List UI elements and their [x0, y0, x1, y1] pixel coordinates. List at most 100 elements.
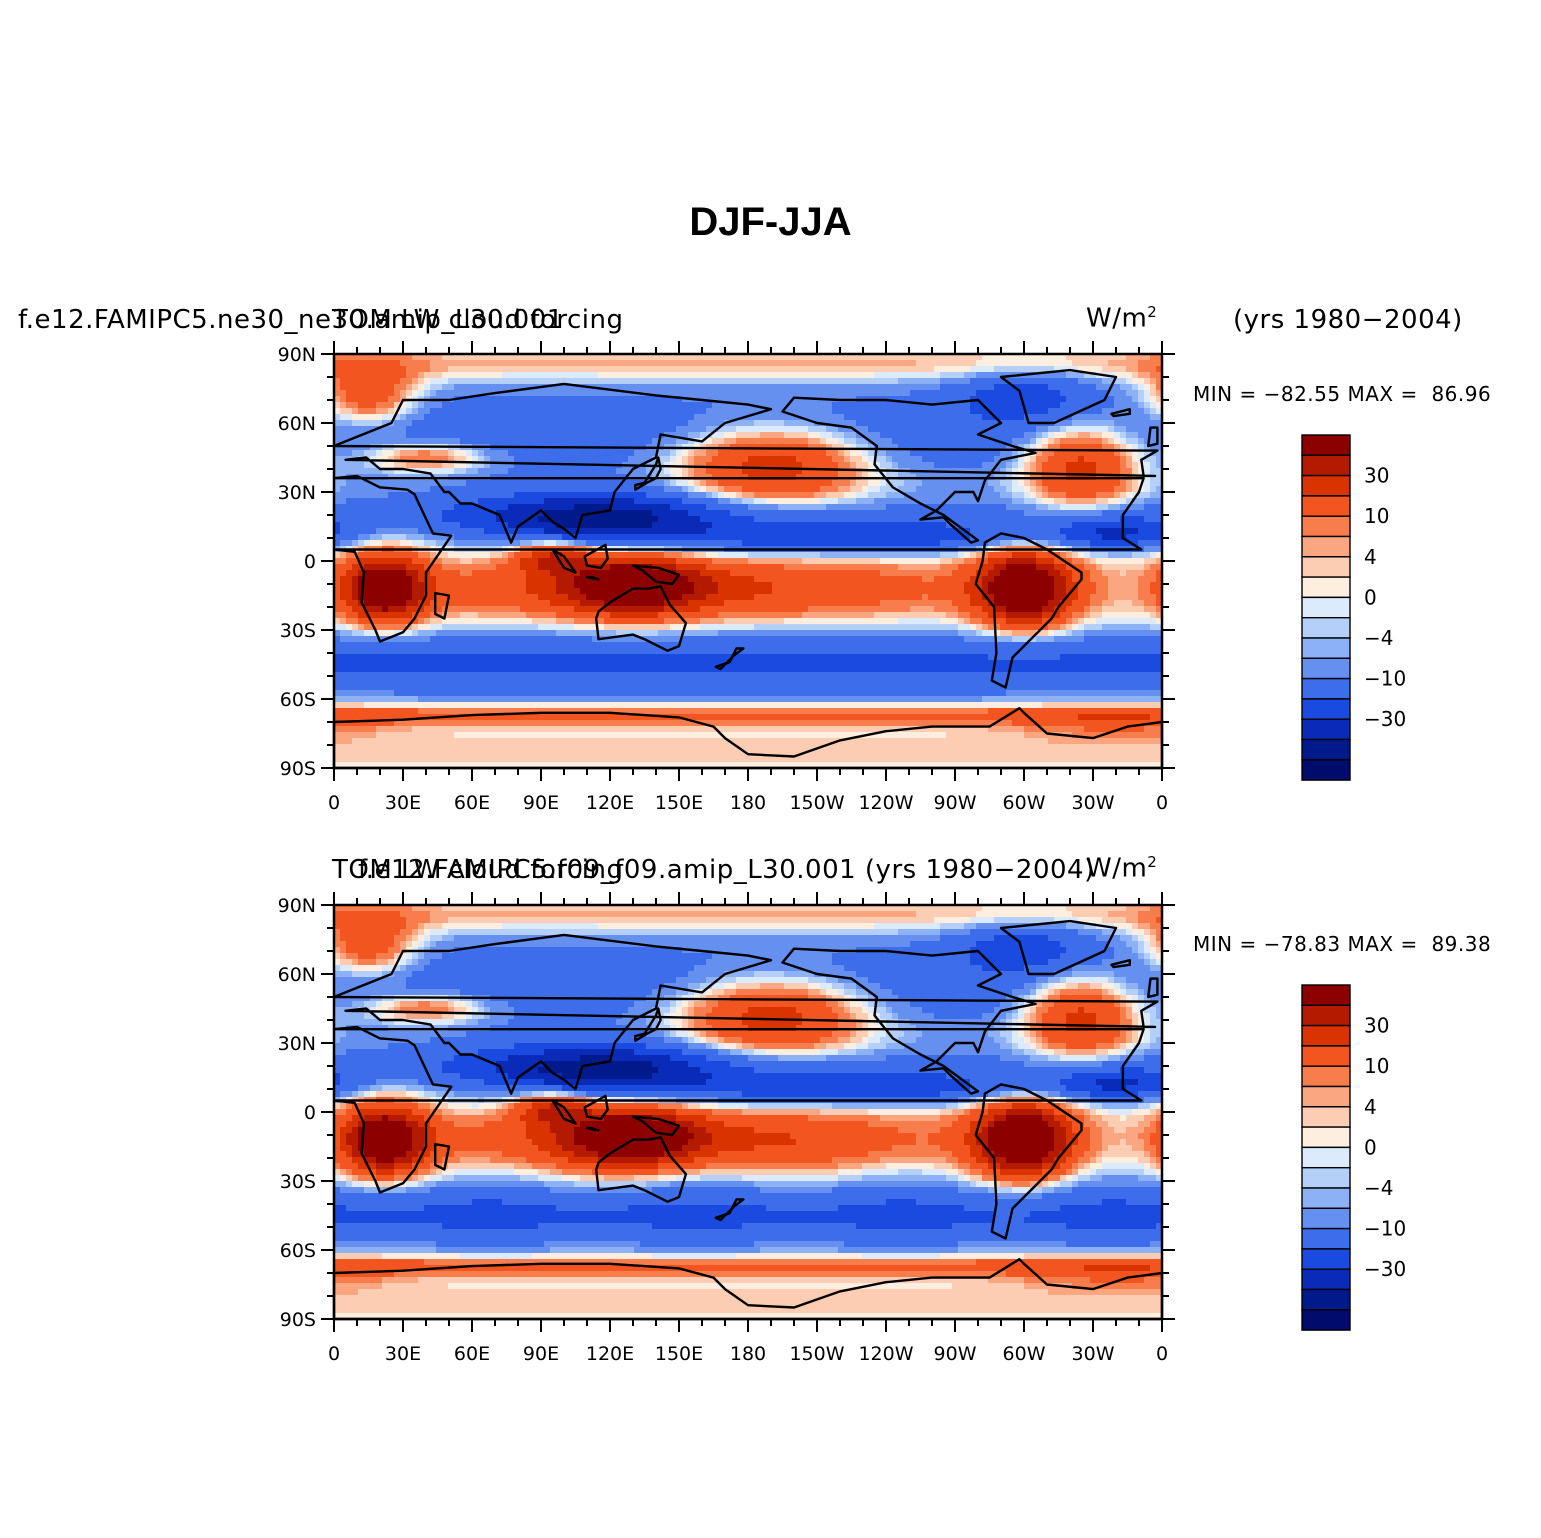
lat-tick-label: 60S: [280, 1240, 316, 1262]
lon-axis: 0 30E 60E 90E 120E 150E 180 150W 120W 90W 60W 30W 0: [328, 341, 1168, 814]
panel2-units: W/m2: [1086, 853, 1158, 884]
colorbar-swatch: [1301, 535, 1351, 558]
coastline-segment: [974, 532, 1083, 689]
coastline-segment: [583, 1094, 609, 1121]
coastline-segment: [631, 564, 681, 586]
panel1-min-value: −82.55: [1263, 382, 1341, 406]
lat-tick-label: 90S: [280, 758, 316, 780]
contour-field: [334, 905, 1163, 1320]
lon-tick-label: 60E: [454, 1343, 490, 1365]
coastline-segment: [714, 1198, 745, 1222]
colorbar-swatch: [1301, 1085, 1351, 1108]
colorbar-swatch: [1301, 1146, 1351, 1169]
coastline-segment: [332, 1025, 1145, 1194]
coastline-segment: [332, 382, 1159, 544]
coastline-segment: [585, 1126, 600, 1132]
colorbar-label: −10: [1364, 667, 1406, 691]
lat-tick-label: 60S: [280, 689, 316, 711]
lat-tick-label: 0: [304, 1102, 316, 1124]
colorbar-swatch: [1301, 1004, 1351, 1027]
colorbar-swatch: [1301, 738, 1351, 761]
lat-tick-label: 60N: [278, 413, 316, 435]
colorbar-swatch: [1301, 984, 1351, 1006]
panel1-units: W/m2: [1086, 303, 1158, 334]
coastline-segment: [999, 919, 1118, 976]
lon-tick-label: 180: [730, 1343, 766, 1365]
colorbar-swatch: [1301, 1207, 1351, 1230]
lat-tick-label: 90N: [278, 344, 316, 366]
colorbar-label: −30: [1364, 707, 1406, 731]
colorbar-label: −4: [1364, 626, 1393, 650]
coastline-segment: [434, 1143, 451, 1171]
colorbar-swatch: [1301, 1045, 1351, 1067]
lon-tick-label: 30E: [385, 1343, 421, 1365]
panel1-left-title: f.e12.FAMIPC5.ne30_ne30.amip_L30.001: [18, 305, 564, 335]
colorbar: 30 10 4 0 −4 −10 −30: [1301, 434, 1406, 781]
colorbar-label: 4: [1364, 1095, 1377, 1119]
colorbar-swatch: [1301, 657, 1351, 680]
panel2-left-title: f.e12.FAMIPC5.f09_f09.amip_L30.001 (yrs …: [358, 855, 1095, 885]
figure-title: DJF-JJA: [689, 200, 852, 244]
colorbar-swatch: [1301, 1268, 1351, 1291]
coastline-segment: [1110, 408, 1131, 418]
colorbar-swatch: [1301, 515, 1351, 538]
coastline-segment: [631, 1115, 681, 1137]
colorbar-swatch: [1301, 1065, 1351, 1088]
lat-axis: 90N 60N 30N 0 30S 60S 90S: [278, 895, 1175, 1331]
panel2-max-value: 89.38: [1431, 932, 1492, 956]
colorbar-label: 10: [1364, 504, 1389, 528]
coastline-segment: [332, 1258, 1164, 1321]
coastline-segment: [332, 474, 1145, 643]
coastline-segment: [1147, 977, 1159, 999]
coastline-segment: [583, 543, 609, 570]
colorbar-label: 10: [1364, 1054, 1389, 1078]
lon-tick-label: 30E: [385, 792, 421, 814]
colorbar-label: 4: [1364, 545, 1377, 569]
coastline-segment: [634, 1007, 662, 1042]
colorbar-swatch: [1301, 698, 1351, 720]
lat-tick-label: 90S: [280, 1309, 316, 1331]
coastline-segment: [999, 368, 1118, 425]
coastline-segment: [974, 1083, 1083, 1240]
coastline-segment: [332, 933, 1159, 1095]
coastline-segment: [781, 947, 1037, 1095]
lon-tick-label: 0: [328, 792, 340, 814]
colorbar-label: 0: [1364, 585, 1377, 609]
lon-tick-label: 150E: [655, 792, 703, 814]
colorbar-label: 30: [1364, 1014, 1389, 1038]
lon-tick-label: 150W: [789, 792, 844, 814]
colorbar-swatch: [1301, 677, 1351, 700]
lon-tick-label: 90E: [523, 792, 559, 814]
colorbar-swatch: [1301, 1024, 1351, 1047]
lon-tick-label: 60W: [1003, 792, 1046, 814]
panel2-center-title: TOM LW cloud forcing: [332, 855, 624, 885]
panel1-minmax: MIN = −82.55 MAX = 86.96: [1193, 382, 1492, 406]
coastline-segment: [595, 1136, 688, 1203]
coastline-segment: [434, 592, 451, 620]
colorbar: 30 10 4 0 −4 −10 −30: [1301, 984, 1406, 1331]
colorbar-swatch: [1301, 495, 1351, 517]
lat-tick-label: 30N: [278, 1033, 316, 1055]
colorbar-swatch: [1301, 1227, 1351, 1250]
lon-tick-label: 60E: [454, 792, 490, 814]
coastline-segment: [332, 707, 1164, 770]
map-panel-2: 90N 60N 30N 0 30S 60S 90S 0 30E 60E 90E 120E 150E 180…: [278, 892, 1406, 1365]
colorbar-swatch: [1301, 718, 1351, 741]
lat-axis: 90N 60N 30N 0 30S 60S 90S: [278, 344, 1175, 780]
colorbar-swatch: [1301, 1126, 1351, 1149]
lon-axis: 0 30E 60E 90E 120E 150E 180 150W 120W 90W 60W 30W 0: [328, 892, 1168, 1365]
lon-tick-label: 0: [1156, 792, 1168, 814]
colorbar-swatch: [1301, 759, 1351, 781]
colorbar-swatch: [1301, 556, 1351, 578]
lon-tick-label: 180: [730, 792, 766, 814]
colorbar-swatch: [1301, 474, 1351, 497]
colorbar-swatch: [1301, 454, 1351, 477]
lat-tick-label: 60N: [278, 964, 316, 986]
lat-tick-label: 30N: [278, 482, 316, 504]
lon-tick-label: 150W: [789, 1343, 844, 1365]
colorbar-swatch: [1301, 596, 1351, 619]
coastline-segment: [551, 1099, 577, 1125]
lon-tick-label: 0: [1156, 1343, 1168, 1365]
coastline-segment: [595, 585, 688, 652]
